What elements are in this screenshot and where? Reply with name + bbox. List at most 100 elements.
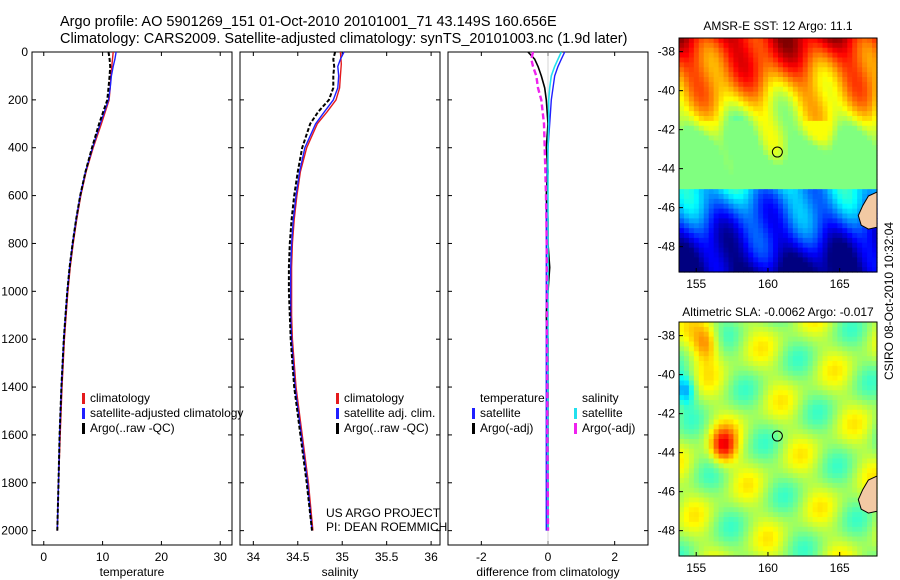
- map-cell: [693, 169, 700, 176]
- map-cell: [713, 159, 720, 166]
- map-cell: [862, 130, 868, 137]
- map-cell: [852, 395, 858, 401]
- map-cell: [698, 526, 705, 533]
- map-cell: [822, 62, 829, 68]
- map-cell: [758, 106, 764, 112]
- map-cell: [847, 262, 853, 268]
- map-cell: [703, 262, 710, 268]
- map-cell: [852, 247, 858, 254]
- map-cell: [787, 81, 794, 88]
- map-cell: [683, 38, 690, 44]
- map-cell: [758, 67, 764, 73]
- map-cell: [743, 351, 749, 357]
- map-cell: [679, 42, 685, 49]
- map-cell: [817, 257, 824, 263]
- map-cell: [738, 42, 744, 49]
- map-cell: [718, 72, 725, 78]
- map-cell: [738, 57, 744, 63]
- map-cell: [822, 194, 829, 200]
- map-cell: [832, 370, 838, 377]
- map-cell: [867, 521, 873, 528]
- map-cell: [847, 365, 853, 372]
- map-cell: [693, 400, 700, 406]
- map-cell: [792, 164, 799, 171]
- map-cell: [688, 326, 695, 333]
- map-cell: [832, 198, 838, 205]
- map-cell: [817, 419, 824, 425]
- map-cell: [723, 150, 730, 156]
- map-cell: [797, 439, 804, 445]
- map-cell: [807, 478, 814, 484]
- map-cell: [763, 101, 769, 107]
- map-cell: [797, 42, 804, 49]
- map-cell: [679, 395, 685, 401]
- map-cell: [728, 150, 735, 156]
- map-cell: [748, 159, 754, 166]
- map-cell: [817, 164, 824, 171]
- map-cell: [688, 262, 695, 268]
- map-cell: [723, 120, 730, 127]
- map-cell: [852, 453, 858, 460]
- map-cell: [787, 213, 794, 219]
- map-cell: [733, 512, 739, 518]
- map-cell: [778, 184, 784, 190]
- map-cell: [773, 145, 779, 151]
- map-cell: [797, 47, 804, 54]
- map-cell: [807, 111, 814, 117]
- map-cell: [778, 507, 784, 513]
- map-cell: [713, 228, 720, 234]
- map-cell: [728, 336, 735, 343]
- map-cell: [862, 448, 868, 455]
- map-cell: [782, 526, 789, 533]
- map-cell: [728, 106, 735, 112]
- map-cell: [683, 120, 690, 127]
- map-cell: [812, 174, 819, 180]
- map-cell: [679, 331, 685, 338]
- map-cell: [852, 404, 858, 411]
- map-cell: [857, 473, 863, 479]
- map-cell: [743, 47, 749, 54]
- map-cell: [778, 150, 784, 156]
- map-cell: [703, 341, 710, 347]
- map-cell: [832, 385, 838, 391]
- map-cell: [723, 62, 730, 68]
- map-cell: [733, 81, 739, 88]
- map-cell: [782, 409, 789, 416]
- map-cell: [822, 86, 829, 93]
- map-cell: [748, 208, 754, 215]
- map-cell: [778, 252, 784, 258]
- map-cell: [872, 356, 878, 362]
- map-cell: [822, 507, 829, 513]
- map-cell: [872, 145, 878, 151]
- map-cell: [787, 351, 794, 357]
- map-cell: [857, 536, 863, 542]
- map-cell: [738, 96, 744, 102]
- map-cell: [683, 356, 690, 362]
- map-cell: [872, 42, 878, 49]
- map-cell: [822, 365, 829, 372]
- map-cell: [718, 468, 725, 474]
- map-cell: [703, 140, 710, 146]
- map-cell: [842, 512, 848, 518]
- map-cell: [797, 135, 804, 141]
- map-cell: [847, 155, 853, 161]
- map-cell: [837, 370, 843, 377]
- map-cell: [822, 336, 829, 343]
- map-cell: [768, 463, 774, 469]
- map-cell: [802, 331, 809, 338]
- map-cell: [723, 174, 730, 180]
- map-cell: [792, 517, 799, 523]
- map-cell: [797, 526, 804, 533]
- map-cell: [698, 164, 705, 171]
- map-cell: [738, 140, 744, 146]
- map-cell: [817, 213, 824, 219]
- map-cell: [822, 331, 829, 338]
- map-cell: [827, 257, 834, 263]
- map-cell: [753, 536, 759, 542]
- map-cell: [708, 468, 715, 474]
- map-cell: [807, 116, 814, 122]
- map-cell: [817, 536, 824, 542]
- map-cell: [867, 38, 873, 44]
- map-cell: [857, 125, 863, 132]
- map-cell: [703, 135, 710, 141]
